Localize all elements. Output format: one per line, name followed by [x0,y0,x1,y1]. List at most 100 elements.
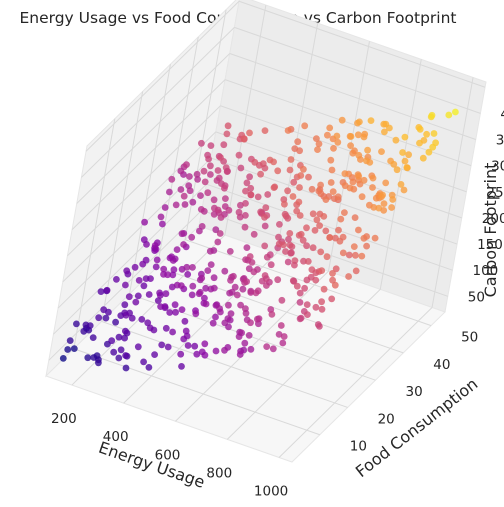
data-point [254,315,261,323]
data-point [243,278,251,285]
data-point [210,196,218,204]
data-point [227,310,235,317]
data-point [320,213,328,220]
data-point [305,173,312,181]
data-point [184,342,192,349]
data-point [261,164,269,172]
data-point [268,311,276,318]
data-point [221,184,228,192]
data-point [89,334,97,341]
data-point [323,253,331,261]
data-point [189,264,196,271]
data-point [201,294,208,302]
data-point [239,285,247,293]
data-point [263,253,271,261]
data-point [139,260,147,268]
data-point [316,323,323,330]
data-point [287,156,295,163]
data-point [284,258,292,266]
data-point [170,266,178,274]
data-point [237,164,245,172]
y-tick-label: 30 [406,384,423,400]
data-point [245,332,253,339]
data-point [251,158,259,166]
data-point [335,226,342,234]
data-point [372,194,380,202]
data-point [275,233,282,241]
data-point [157,213,165,221]
data-point [261,127,269,134]
data-point [117,312,125,319]
data-point [296,289,304,297]
data-point [297,230,305,238]
data-point [113,276,120,283]
grid-line-z [220,105,467,193]
data-point [212,347,220,355]
data-point [207,171,214,178]
data-point [200,167,208,175]
data-point [192,310,200,318]
data-point [262,275,270,283]
data-point [157,303,165,310]
data-point [328,166,336,174]
z-tick-label: 300 [491,159,504,175]
data-point [73,320,80,328]
z-axis-label: Carbon Footprint [481,163,500,298]
data-point [318,267,326,274]
data-point [201,340,209,348]
data-point [183,263,191,271]
grid-line-x [327,41,370,272]
data-point [351,214,359,222]
data-point [188,291,196,299]
data-point [330,145,337,152]
data-point [278,296,286,304]
data-point [177,282,185,289]
data-point [296,184,303,191]
data-point [233,291,241,299]
data-point [263,343,271,350]
data-point [452,108,459,116]
data-point [180,192,188,200]
data-point [318,298,325,306]
data-point [112,318,119,326]
data-point [207,261,215,268]
data-point [177,167,185,175]
data-point [246,253,254,260]
data-point [204,267,212,274]
data-point [405,151,412,159]
data-point [297,172,305,179]
data-point [221,346,228,354]
data-point [270,158,277,166]
data-point [220,141,228,149]
data-point [270,184,278,192]
data-point [428,111,436,119]
data-point [419,154,427,162]
data-point [309,244,317,252]
data-point [122,327,129,335]
data-point [301,122,309,130]
data-point [322,196,330,204]
grid-line-z [238,0,486,88]
data-point [315,140,323,148]
data-point [416,139,423,147]
data-point [231,283,239,291]
data-point [304,258,312,265]
data-point [303,276,311,284]
data-point [186,173,193,180]
y-tick-label: 10 [350,439,367,455]
data-point [224,122,232,130]
grid-line-z [215,131,462,219]
grid-line-z [81,27,235,178]
data-point [214,206,222,214]
data-point [363,242,370,250]
data-point [274,167,282,175]
data-point [354,131,362,139]
data-point [159,220,166,228]
data-point [115,354,123,362]
data-point [162,290,170,298]
data-point [189,282,197,290]
data-point [296,299,304,306]
data-point [382,179,390,187]
data-point [326,234,334,241]
data-point [225,206,233,214]
